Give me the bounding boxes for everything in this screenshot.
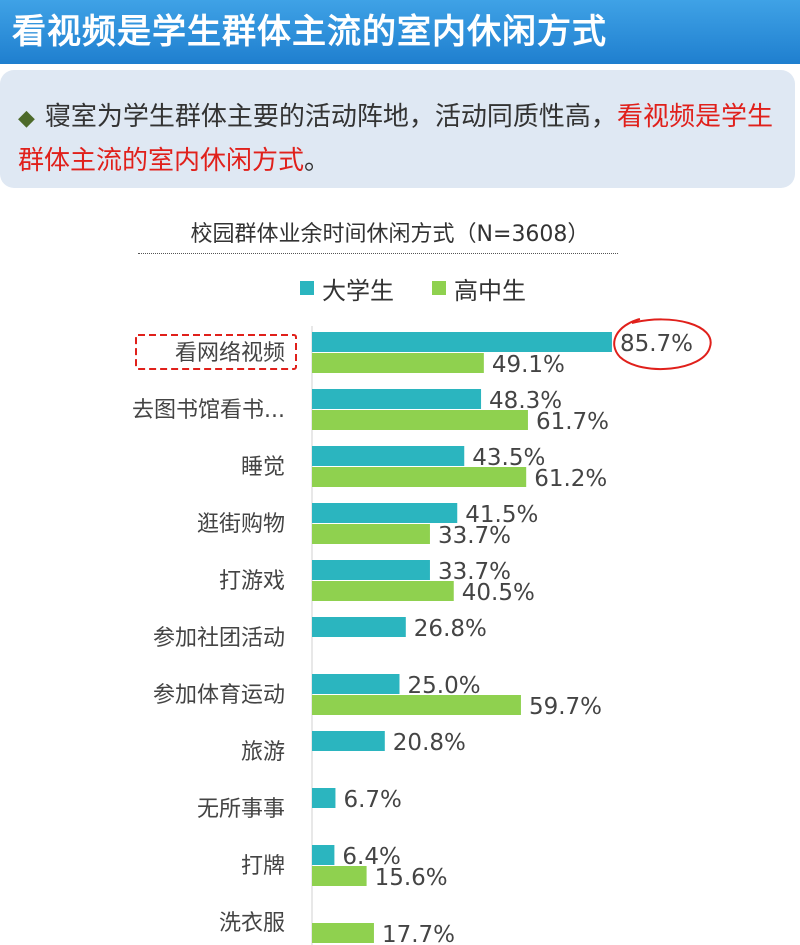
bar-value-label-highschool: 61.2% (534, 466, 607, 492)
bar-value-label-college: 6.7% (343, 787, 401, 813)
legend-swatch-highschool (432, 281, 446, 295)
legend-item-college: 大学生 (300, 272, 394, 305)
legend-label-college: 大学生 (322, 276, 394, 305)
bar-college (312, 503, 458, 523)
callout-text: ◆ 寝室为学生群体主要的活动阵地，活动同质性高，看视频是学生群体主流的室内休闲方式… (18, 96, 783, 182)
page-title: 看视频是学生群体主流的室内休闲方式 (12, 12, 607, 52)
category-label: 打牌 (241, 854, 285, 879)
bar-highschool (312, 866, 367, 886)
callout-text-highlight: 看视频是学生群体主流的室内休闲方式 (18, 102, 773, 176)
category-label: 逛街购物 (197, 512, 285, 537)
callout-text-end: 。 (304, 146, 331, 176)
highlight-circle-annotation (613, 318, 712, 370)
bar-value-label-highschool: 17.7% (382, 922, 455, 945)
category-label: 旅游 (241, 740, 285, 765)
bar-value-label-college: 43.5% (472, 445, 545, 471)
bar-value-label-college: 20.8% (393, 730, 466, 756)
bar-value-label-college: 25.0% (408, 673, 481, 699)
chart-title-divider (138, 253, 618, 254)
bar-college (312, 674, 400, 694)
legend-swatch-college (300, 281, 314, 295)
bar-value-label-college: 26.8% (414, 616, 487, 642)
bar-college (312, 845, 335, 865)
bar-value-label-college: 41.5% (465, 502, 538, 528)
page-header: 看视频是学生群体主流的室内休闲方式 (0, 0, 800, 64)
legend-label-highschool: 高中生 (454, 276, 526, 305)
bar-highschool (312, 467, 527, 487)
category-label: 参加社团活动 (153, 626, 285, 651)
category-label: 无所事事 (197, 797, 285, 822)
category-label: 睡觉 (241, 455, 285, 480)
category-label: 去图书馆看书... (132, 398, 285, 423)
bar-highschool (312, 581, 454, 601)
bar-college (312, 446, 465, 466)
category-label: 洗衣服 (219, 911, 285, 936)
bar-college (312, 332, 612, 352)
bar-value-label-college: 6.4% (342, 844, 400, 870)
chart-title: 校园群体业余时间休闲方式（N=3608） (190, 222, 590, 247)
bar-value-label-highschool: 59.7% (529, 694, 602, 720)
bar-value-label-highschool: 33.7% (438, 523, 511, 549)
bar-highschool (312, 524, 430, 544)
bar-highschool (312, 695, 521, 715)
bar-college (312, 731, 385, 751)
bar-college (312, 560, 430, 580)
legend-item-highschool: 高中生 (432, 272, 526, 305)
bar-value-label-college: 48.3% (489, 388, 562, 414)
category-label: 打游戏 (219, 569, 285, 594)
bar-value-label-college: 33.7% (438, 559, 511, 585)
bar-value-label-highschool: 49.1% (492, 352, 565, 378)
bar-value-label-highschool: 40.5% (462, 580, 535, 606)
diamond-bullet-icon: ◆ (18, 106, 35, 131)
highlight-dashed-box (135, 334, 297, 370)
category-label: 看网络视频 (175, 341, 285, 366)
bar-college (312, 617, 406, 637)
bar-highschool (312, 410, 528, 430)
bar-value-label-highschool: 61.7% (536, 409, 609, 435)
bar-college (312, 389, 482, 409)
bar-highschool (312, 923, 374, 943)
bar-college (312, 788, 336, 808)
category-label: 参加体育运动 (153, 683, 285, 708)
bar-highschool (312, 353, 484, 373)
bar-value-label-highschool: 15.6% (375, 865, 448, 891)
callout-text-plain: 寝室为学生群体主要的活动阵地，活动同质性高， (44, 102, 617, 132)
bar-value-label-college: 85.7% (620, 331, 693, 357)
summary-callout: ◆ 寝室为学生群体主要的活动阵地，活动同质性高，看视频是学生群体主流的室内休闲方式… (0, 70, 795, 188)
